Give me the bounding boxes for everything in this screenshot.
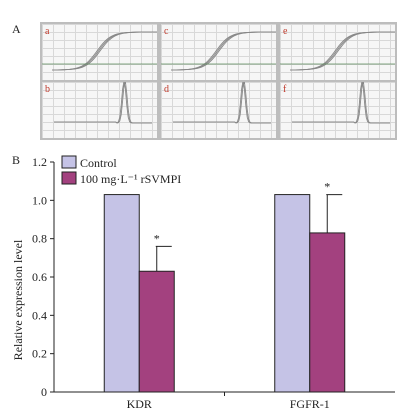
subpanel-letter: e bbox=[283, 26, 288, 37]
chart-axes: 0 0.2 0.4 0.6 0.8 1.0 1.2 KDR FGFR-1 bbox=[32, 155, 395, 411]
x-category-label: KDR bbox=[127, 397, 152, 411]
x-category-label: FGFR-1 bbox=[290, 397, 330, 411]
y-tick-label: 0.4 bbox=[32, 308, 47, 322]
melting-line bbox=[173, 82, 271, 124]
melting-curve bbox=[292, 82, 390, 124]
melting-line bbox=[292, 82, 390, 124]
subpanel-letter: a bbox=[45, 26, 50, 37]
subpanel-letter: d bbox=[164, 84, 169, 95]
amplification-curve-panel: e bbox=[280, 24, 395, 80]
melting-curve-panel: b bbox=[42, 82, 157, 138]
amplification-curve-panel: a bbox=[42, 24, 157, 80]
legend-swatch-control bbox=[61, 155, 77, 169]
melting-curve bbox=[173, 82, 271, 124]
melting-curve-panel: d bbox=[161, 82, 276, 138]
amplification-curve-panel: c bbox=[161, 24, 276, 80]
subpanel-letter: f bbox=[283, 84, 287, 95]
y-axis-title: Relative expression level bbox=[11, 239, 25, 360]
amplification-curve bbox=[280, 31, 395, 71]
y-tick-label: 1.0 bbox=[32, 193, 47, 207]
subpanel-letter: b bbox=[45, 84, 50, 95]
panel-b-label: B bbox=[12, 153, 21, 167]
y-tick-label: 1.2 bbox=[32, 155, 47, 169]
amplification-curve bbox=[161, 31, 276, 71]
y-tick-label: 0 bbox=[41, 385, 47, 399]
pcr-curve-grid: a c e b d f bbox=[40, 22, 397, 140]
legend-swatch-treated bbox=[61, 171, 77, 185]
legend-label: 100 mg·L⁻¹ rSVMPI bbox=[80, 172, 181, 186]
y-tick-label: 0.2 bbox=[32, 347, 47, 361]
panel-a-label: A bbox=[12, 22, 21, 36]
significance-marker: * bbox=[324, 180, 330, 194]
y-tick-label: 0.8 bbox=[32, 232, 47, 246]
chart-legend: Control 100 mg·L⁻¹ rSVMPI bbox=[61, 155, 181, 186]
y-tick-label: 0.6 bbox=[32, 270, 47, 284]
legend-label: Control bbox=[80, 156, 117, 170]
bar-control bbox=[274, 194, 311, 393]
amplification-line bbox=[289, 31, 395, 71]
bar-control bbox=[103, 194, 140, 393]
chart-bars: ** bbox=[103, 180, 346, 393]
melting-curve-panel: f bbox=[280, 82, 395, 138]
melting-line bbox=[54, 82, 152, 124]
amplification-curve bbox=[42, 31, 157, 71]
amplification-line bbox=[170, 31, 276, 71]
melting-line bbox=[54, 82, 152, 124]
bar-treated bbox=[309, 232, 346, 393]
amplification-line bbox=[51, 31, 157, 71]
melting-line bbox=[173, 82, 271, 124]
significance-marker: * bbox=[154, 231, 160, 245]
bar-treated bbox=[138, 270, 175, 393]
subpanel-letter: c bbox=[164, 26, 169, 37]
melting-curve bbox=[54, 82, 152, 124]
melting-line bbox=[292, 82, 390, 124]
